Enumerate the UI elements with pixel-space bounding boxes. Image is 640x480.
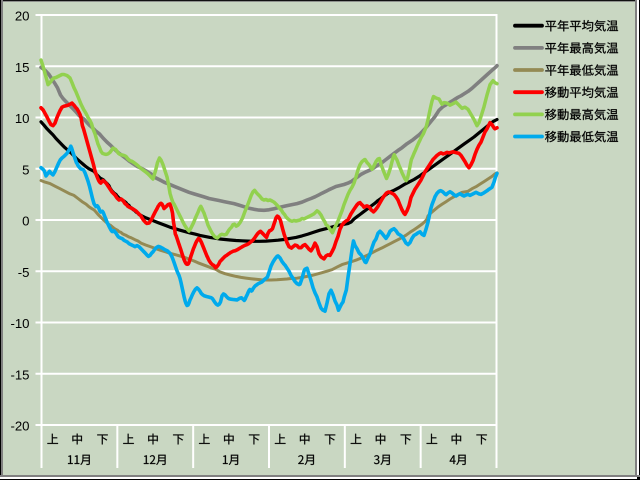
svg-text:20: 20 <box>15 9 30 24</box>
svg-text:-5: -5 <box>18 265 30 280</box>
svg-text:5: 5 <box>22 162 29 177</box>
svg-text:0: 0 <box>22 214 29 229</box>
svg-text:-15: -15 <box>10 367 29 382</box>
svg-text:-20: -20 <box>10 419 29 434</box>
svg-text:-10: -10 <box>10 316 29 331</box>
svg-text:15: 15 <box>15 60 30 75</box>
svg-text:10: 10 <box>15 111 30 126</box>
